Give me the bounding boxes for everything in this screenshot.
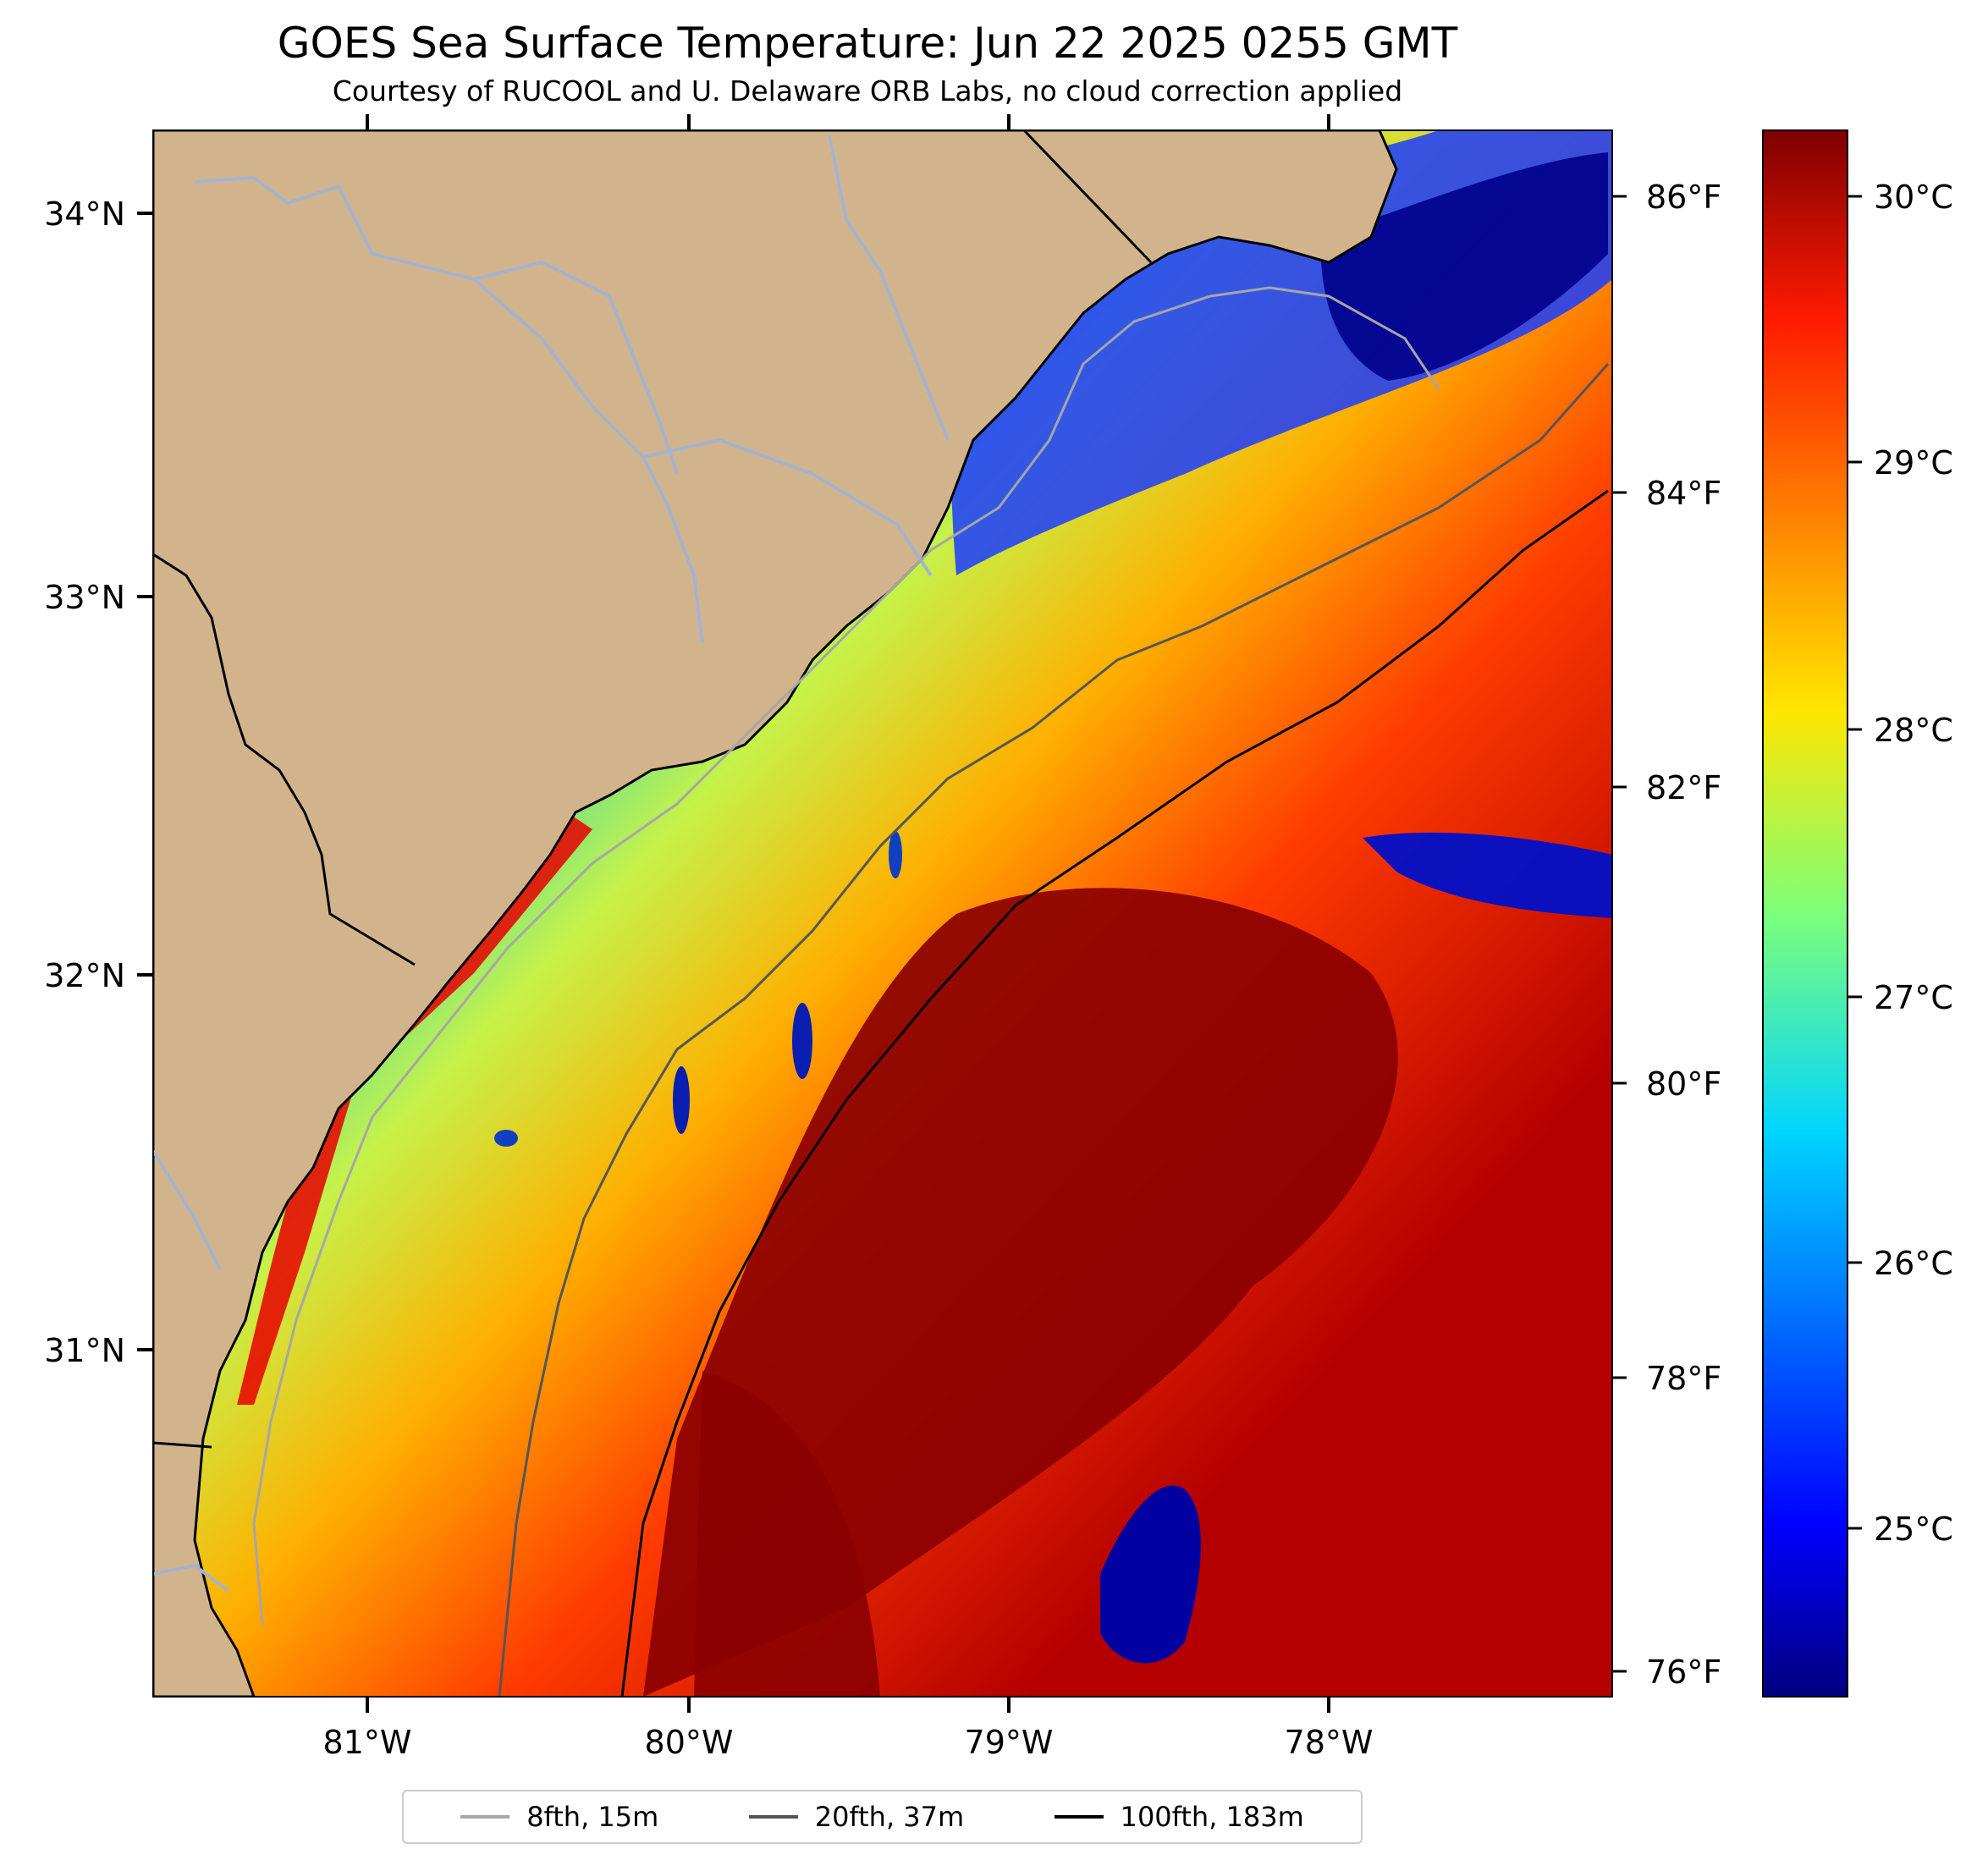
legend-item-100fth: 100fth, 183m [1054, 1801, 1304, 1833]
land-area [153, 130, 1398, 1697]
fahrenheit-label-76: 76°F [1646, 1654, 1721, 1691]
warm-water-south [694, 1371, 880, 1697]
colorbar-label-30c: 30°C [1874, 179, 1953, 216]
colorbar-label-29c: 29°C [1874, 444, 1953, 482]
cool-water-north-core [1320, 152, 1608, 381]
page-title: GOES Sea Surface Temperature: Jun 22 202… [277, 19, 1458, 68]
page-subtitle: Courtesy of RUCOOL and U. Delaware ORB L… [332, 74, 1403, 107]
cool-filament [889, 831, 902, 878]
isobath-20fth [498, 363, 1610, 1697]
fahrenheit-label-78: 78°F [1646, 1360, 1721, 1397]
longitude-axis [366, 114, 1330, 1713]
cool-water-east [1363, 832, 1612, 918]
colorbar-ticks [1848, 195, 1862, 1530]
legend-swatch-100fth [1054, 1815, 1104, 1819]
fahrenheit-axis [1612, 195, 1627, 1673]
colorbar-label-25c: 25°C [1874, 1511, 1953, 1548]
legend-swatch-20fth [748, 1815, 798, 1819]
cool-filament [673, 1066, 690, 1134]
rivers [153, 135, 950, 1593]
fahrenheit-label-86: 86°F [1646, 179, 1721, 216]
isobath-legend: 8fth, 15m 20fth, 37m 100fth, 183m [402, 1790, 1363, 1844]
legend-label-20fth: 20fth, 37m [814, 1801, 965, 1833]
nearshore-warm-band [237, 795, 592, 1405]
colorbar-label-26c: 26°C [1874, 1245, 1953, 1282]
state-borders [153, 130, 1153, 1449]
lon-label-78w: 78°W [1285, 1724, 1374, 1761]
cool-filament [792, 1003, 812, 1079]
lat-label-32n: 32°N [44, 957, 125, 994]
lat-label-31n: 31°N [44, 1332, 125, 1369]
colorbar-label-28c: 28°C [1874, 712, 1953, 749]
legend-item-8fth: 8fth, 15m [460, 1801, 658, 1833]
colorbar-label-27c: 27°C [1874, 979, 1953, 1016]
map-panel [153, 130, 1612, 1697]
cool-filament [494, 1130, 518, 1147]
legend-swatch-8fth [460, 1815, 510, 1819]
lat-label-33n: 33°N [44, 579, 125, 616]
fahrenheit-label-82: 82°F [1646, 769, 1721, 806]
fahrenheit-label-84: 84°F [1646, 475, 1721, 512]
colorbar [1762, 129, 1848, 1698]
lon-label-80w: 80°W [645, 1724, 734, 1761]
lat-label-34n: 34°N [44, 195, 125, 233]
legend-label-8fth: 8fth, 15m [526, 1801, 659, 1833]
isobath-8fth [252, 286, 1440, 1626]
lon-label-79w: 79°W [965, 1724, 1054, 1761]
latitude-axis [137, 212, 153, 1351]
isobath-100fth [620, 489, 1609, 1697]
fahrenheit-label-80: 80°F [1646, 1065, 1721, 1103]
legend-item-20fth: 20fth, 37m [748, 1801, 965, 1833]
legend-label-100fth: 100fth, 183m [1120, 1801, 1304, 1833]
cool-water-south [1100, 1485, 1201, 1664]
lon-label-81w: 81°W [323, 1724, 412, 1761]
map-frame [152, 129, 1613, 1698]
